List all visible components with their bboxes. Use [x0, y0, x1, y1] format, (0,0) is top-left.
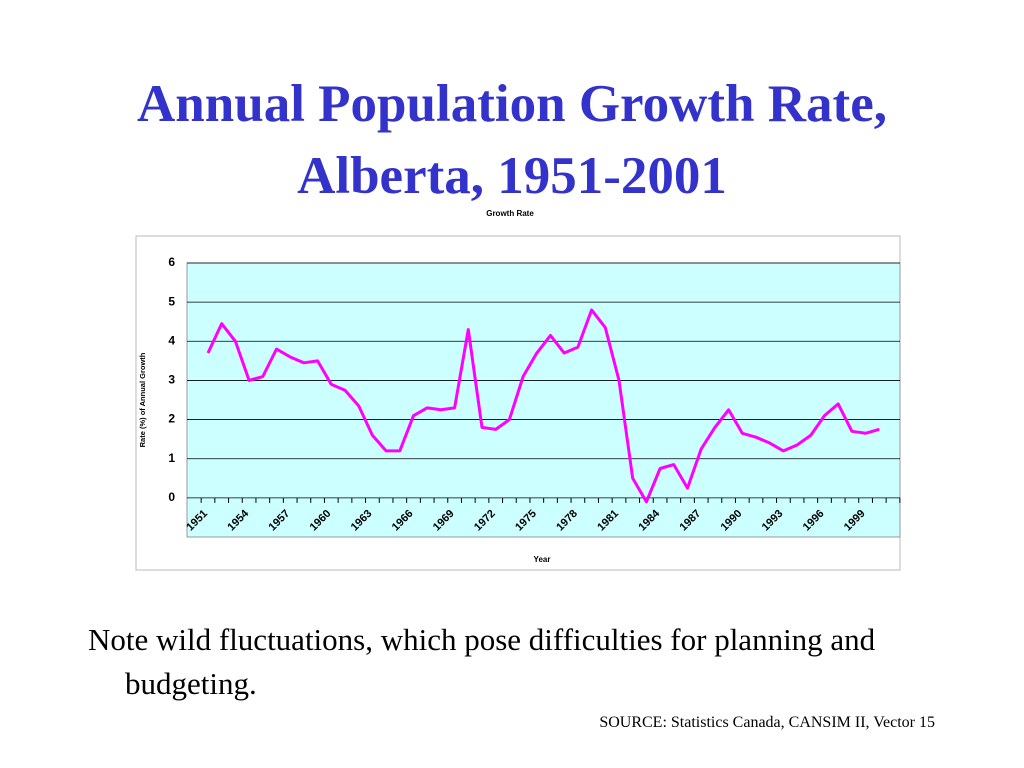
y-tick-label: 1	[168, 451, 175, 465]
y-axis-label: Rate (%) of Annual Growth	[138, 352, 147, 447]
y-tick-label: 6	[168, 255, 175, 269]
y-tick-label: 2	[168, 412, 175, 426]
plot-area	[186, 262, 901, 538]
y-tick-label: 0	[168, 490, 175, 504]
slide-title: Annual Population Growth Rate, Alberta, …	[0, 68, 1024, 212]
chart-title: Growth Rate	[486, 209, 534, 218]
series-line	[206, 308, 880, 504]
source: SOURCE: Statistics Canada, CANSIM II, Ve…	[599, 714, 935, 731]
y-tick-label: 5	[168, 294, 175, 308]
title-line: Alberta, 1951-2001	[297, 147, 727, 205]
y-tick-label: 4	[168, 333, 175, 347]
x-axis-label: Year	[534, 555, 551, 564]
note: Note wild fluctuations, which pose diffi…	[88, 622, 876, 701]
y-tick-label: 3	[168, 373, 175, 387]
title-line: Annual Population Growth Rate,	[137, 75, 887, 133]
chart: Growth Rate Year Rate (%) of Annual Grow…	[135, 209, 901, 571]
